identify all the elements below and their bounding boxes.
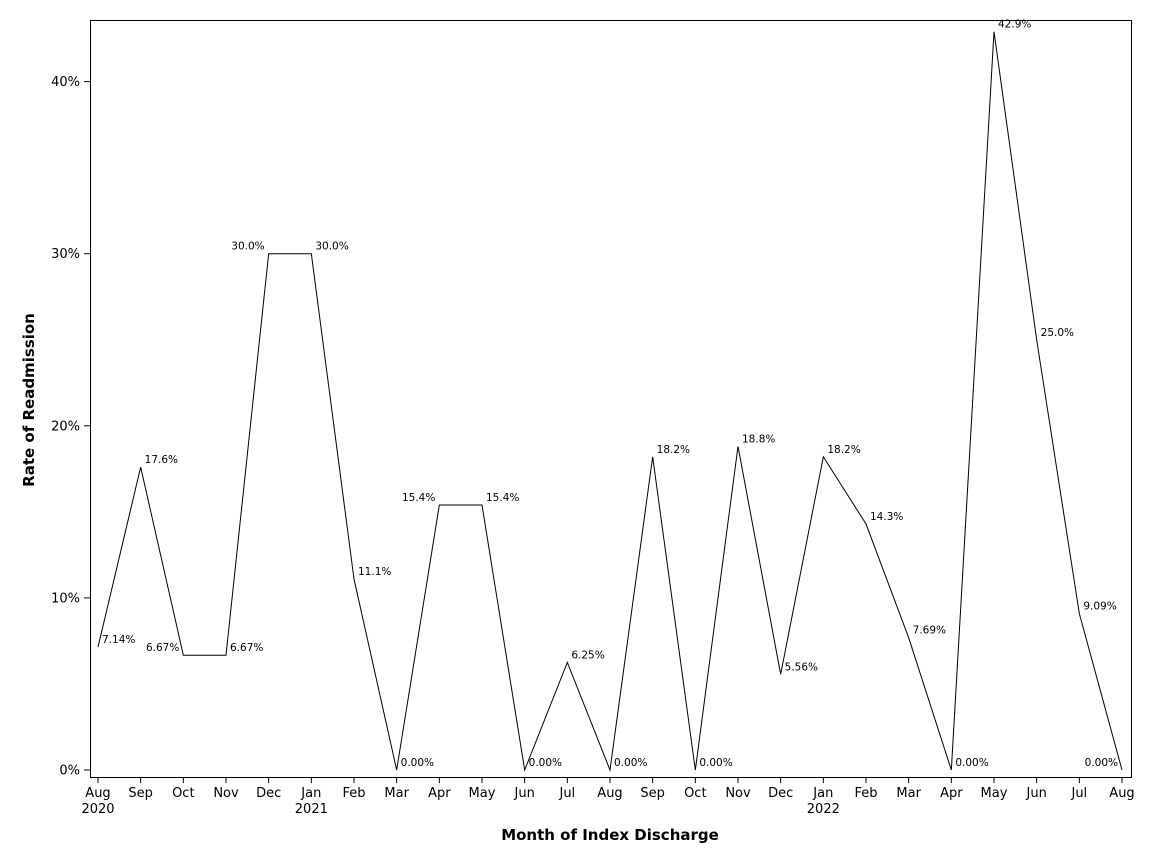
x-tick-label: Aug: [1109, 786, 1134, 801]
data-label: 42.9%: [998, 19, 1031, 31]
x-tick-label: Mar: [896, 786, 921, 801]
data-label: 14.3%: [870, 511, 903, 523]
data-label: 7.14%: [102, 634, 135, 646]
data-label: 6.25%: [571, 649, 604, 661]
data-label: 18.2%: [827, 444, 860, 456]
x-tick-label: Nov: [725, 786, 751, 801]
data-label: 30.0%: [231, 241, 264, 253]
x-tick-label: Sep: [128, 786, 153, 801]
x-tick-label: Jul: [1070, 786, 1087, 801]
x-axis: Aug Sep Oct Nov Dec Jan Feb Mar Apr May Jun Jul Aug S…: [81, 777, 1135, 817]
data-label: 18.8%: [742, 433, 775, 445]
x-tick-label: Aug: [597, 786, 622, 801]
x-tick-label: Aug: [85, 786, 110, 801]
y-tick-label: 40%: [51, 75, 80, 90]
x-tick-label: Feb: [854, 786, 877, 801]
data-label: 5.56%: [785, 661, 818, 673]
x-tick-label: Jan: [812, 786, 833, 801]
x-tick-label: May: [469, 786, 496, 801]
x-tick-label: Oct: [684, 786, 706, 801]
x-tick-label: Jan: [300, 786, 321, 801]
data-label: 0.00%: [614, 757, 647, 769]
data-label: 17.6%: [145, 454, 178, 466]
x-tick-label: Sep: [640, 786, 665, 801]
data-label: 11.1%: [358, 566, 391, 578]
data-label: 30.0%: [315, 241, 348, 253]
data-label: 25.0%: [1041, 327, 1074, 339]
y-axis: 0% 10% 20% 30% 40%: [51, 75, 90, 779]
data-label: 6.67%: [230, 642, 263, 654]
y-tick-label: 10%: [51, 591, 80, 606]
x-tick-label: Dec: [768, 786, 793, 801]
data-label: 9.09%: [1083, 601, 1116, 613]
plot-frame: [90, 20, 1132, 778]
y-tick-label: 0%: [59, 764, 80, 779]
x-tick-label: Dec: [256, 786, 281, 801]
data-label: 0.00%: [699, 757, 732, 769]
data-label: 6.67%: [146, 642, 179, 654]
data-label: 15.4%: [402, 492, 435, 504]
data-label: 0.00%: [955, 757, 988, 769]
y-tick-label: 20%: [51, 419, 80, 434]
data-label: 18.2%: [657, 444, 690, 456]
y-tick-label: 30%: [51, 247, 80, 262]
x-tick-label: Nov: [213, 786, 239, 801]
x-year-label: 2020: [81, 802, 114, 817]
x-tick-label: Mar: [384, 786, 409, 801]
x-tick-label: Apr: [940, 786, 963, 801]
x-tick-label: May: [981, 786, 1008, 801]
data-label: 0.00%: [1085, 757, 1118, 769]
x-tick-label: Feb: [342, 786, 365, 801]
x-tick-label: Jun: [1026, 786, 1047, 801]
data-label: 0.00%: [401, 757, 434, 769]
x-year-label: 2021: [295, 802, 328, 817]
data-label: 7.69%: [913, 625, 946, 637]
data-labels: 7.14% 17.6% 6.67% 6.67% 30.0% 30.0% 11.1% 0.00%…: [102, 19, 1118, 769]
x-tick-label: Jul: [558, 786, 575, 801]
data-label: 0.00%: [529, 757, 562, 769]
x-tick-label: Apr: [428, 786, 451, 801]
series-line: [97, 31, 1123, 772]
x-tick-label: Jun: [514, 786, 535, 801]
y-axis-title: Rate of Readmission: [20, 313, 38, 487]
x-year-label: 2022: [807, 802, 840, 817]
data-label: 15.4%: [486, 492, 519, 504]
x-axis-title: Month of Index Discharge: [501, 826, 719, 844]
x-tick-label: Oct: [172, 786, 194, 801]
